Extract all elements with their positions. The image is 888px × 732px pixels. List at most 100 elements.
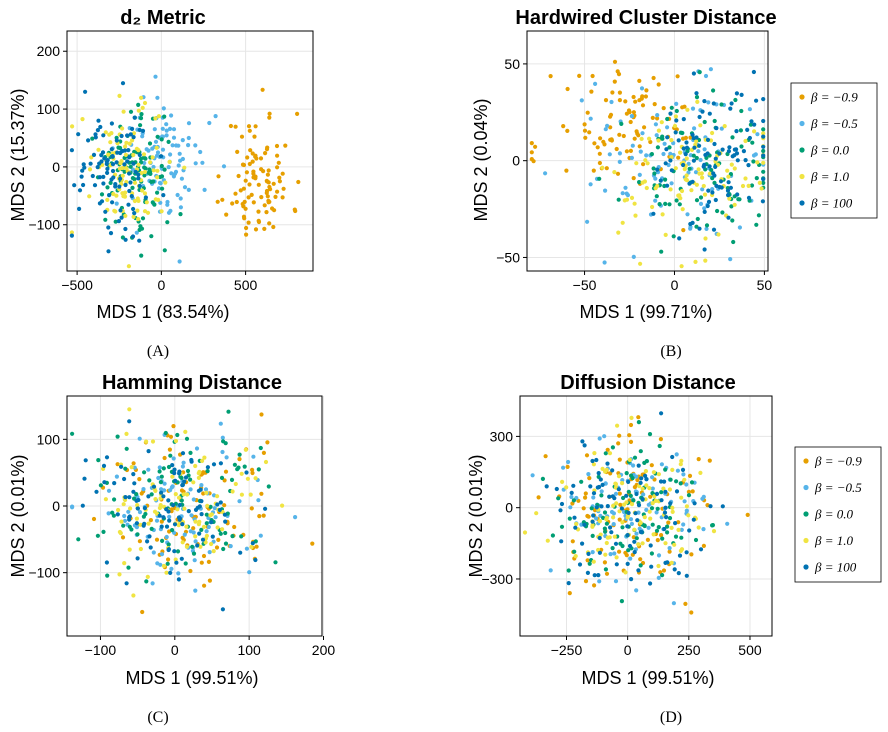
- point-b-s4-37: [745, 127, 750, 132]
- point-b-s3-39: [696, 167, 701, 172]
- point-d-s2-11: [693, 537, 699, 543]
- point-d-s3-95: [625, 515, 630, 520]
- point-b-s1-28: [708, 67, 714, 72]
- point-d-s2-49: [689, 480, 695, 485]
- point-b-s4-63: [664, 147, 669, 152]
- point-d-s3-62: [684, 504, 690, 509]
- point-b-s2-11: [704, 223, 710, 228]
- point-a-s3-41: [140, 188, 145, 193]
- point-a-s3-34: [127, 141, 132, 146]
- point-b-s3-90: [650, 204, 655, 210]
- point-c-s0-74: [131, 461, 136, 466]
- point-d-s0-12: [683, 601, 688, 607]
- point-d-s3-67: [682, 477, 687, 482]
- point-d-s0-42: [604, 571, 610, 576]
- ytick-label-b-0: −50: [496, 249, 520, 265]
- point-d-s0-97: [701, 543, 707, 549]
- point-d-s4-58: [597, 550, 603, 555]
- point-d-s4-80: [558, 508, 563, 513]
- point-c-s2-23: [199, 527, 204, 533]
- point-b-s4-95: [681, 117, 686, 122]
- point-a-s3-17: [80, 117, 85, 122]
- point-a-s3-93: [155, 168, 160, 173]
- point-c-s3-75: [127, 547, 132, 552]
- point-c-s3-92: [158, 503, 163, 508]
- point-c-s0-9: [139, 491, 144, 496]
- point-a-s1-94: [202, 187, 207, 192]
- point-c-s3-89: [253, 476, 258, 481]
- point-b-s4-81: [717, 151, 722, 156]
- point-d-s4-4: [662, 526, 667, 532]
- point-a-s4-12: [120, 81, 126, 86]
- point-a-s3-82: [167, 159, 172, 164]
- point-d-s4-85: [698, 547, 704, 552]
- point-b-s1-9: [661, 151, 666, 157]
- point-c-s0-18: [254, 544, 259, 549]
- point-d-s0-26: [616, 441, 621, 446]
- point-b-s4-84: [651, 211, 656, 216]
- point-d-s3-42: [696, 525, 701, 530]
- point-c-s3-38: [230, 489, 235, 494]
- point-a-s4-53: [119, 133, 124, 139]
- point-b-s0-91: [617, 98, 623, 103]
- point-c-s4-37: [131, 472, 136, 477]
- point-b-s4-86: [720, 147, 725, 152]
- point-d-s4-11: [668, 501, 673, 506]
- point-a-s0-0: [252, 134, 257, 139]
- point-a-s0-51: [260, 87, 265, 92]
- point-b-s0-75: [587, 130, 592, 135]
- point-a-s4-54: [81, 182, 86, 188]
- point-c-s3-33: [119, 519, 124, 524]
- point-b-s0-46: [655, 116, 660, 121]
- point-b-s3-30: [680, 207, 685, 212]
- legend-d-marker-3: [803, 537, 809, 544]
- point-b-s1-43: [629, 114, 635, 119]
- point-d-s3-25: [522, 530, 528, 535]
- point-a-s3-51: [120, 173, 125, 178]
- point-d-s1-55: [659, 462, 665, 467]
- point-b-s3-38: [672, 123, 678, 129]
- point-b-s0-9: [592, 141, 597, 146]
- point-b-s0-49: [612, 59, 618, 64]
- point-b-s2-17: [597, 176, 602, 181]
- point-d-s0-39: [636, 415, 641, 420]
- point-a-s4-71: [77, 206, 82, 211]
- point-b-s3-31: [757, 180, 762, 185]
- point-c-s3-72: [204, 490, 209, 495]
- point-c-s3-64: [152, 509, 158, 514]
- point-c-s4-33: [161, 515, 166, 520]
- point-c-s1-74: [191, 497, 196, 502]
- point-d-s2-72: [602, 526, 608, 531]
- point-b-s3-35: [600, 165, 605, 170]
- ylabel-d: MDS 2 (0.01%): [466, 454, 486, 577]
- point-c-s4-72: [147, 534, 152, 539]
- point-a-s2-35: [103, 217, 108, 222]
- point-c-s2-22: [239, 534, 244, 539]
- point-b-s3-3: [668, 187, 673, 192]
- point-b-s4-35: [683, 152, 688, 157]
- point-c-s4-53: [172, 467, 177, 472]
- point-a-s2-88: [130, 185, 135, 190]
- point-b-s4-12: [701, 164, 706, 169]
- point-a-s2-92: [138, 156, 144, 161]
- point-c-s3-59: [121, 502, 126, 507]
- point-d-s2-63: [572, 549, 577, 554]
- legend-d-marker-0: [803, 458, 809, 464]
- point-b-s4-24: [727, 145, 732, 150]
- point-c-s1-64: [206, 524, 211, 530]
- xtick-label-a-1: 0: [157, 277, 165, 293]
- point-c-s2-85: [218, 531, 223, 536]
- point-b-s3-83: [694, 139, 699, 144]
- ytick-label-a-1: 0: [52, 159, 60, 175]
- point-b-s3-64: [659, 120, 664, 125]
- point-d-s0-60: [687, 473, 693, 478]
- title-a: d₂ Metric: [120, 7, 206, 29]
- point-c-s4-69: [80, 503, 85, 508]
- point-d-s2-8: [603, 529, 608, 534]
- point-d-s1-10: [620, 478, 625, 483]
- point-a-s0-6: [274, 143, 280, 149]
- point-d-s2-36: [649, 551, 655, 556]
- point-b-s4-31: [697, 143, 702, 148]
- point-a-s2-75: [148, 169, 153, 174]
- caption-d: (D): [660, 709, 682, 726]
